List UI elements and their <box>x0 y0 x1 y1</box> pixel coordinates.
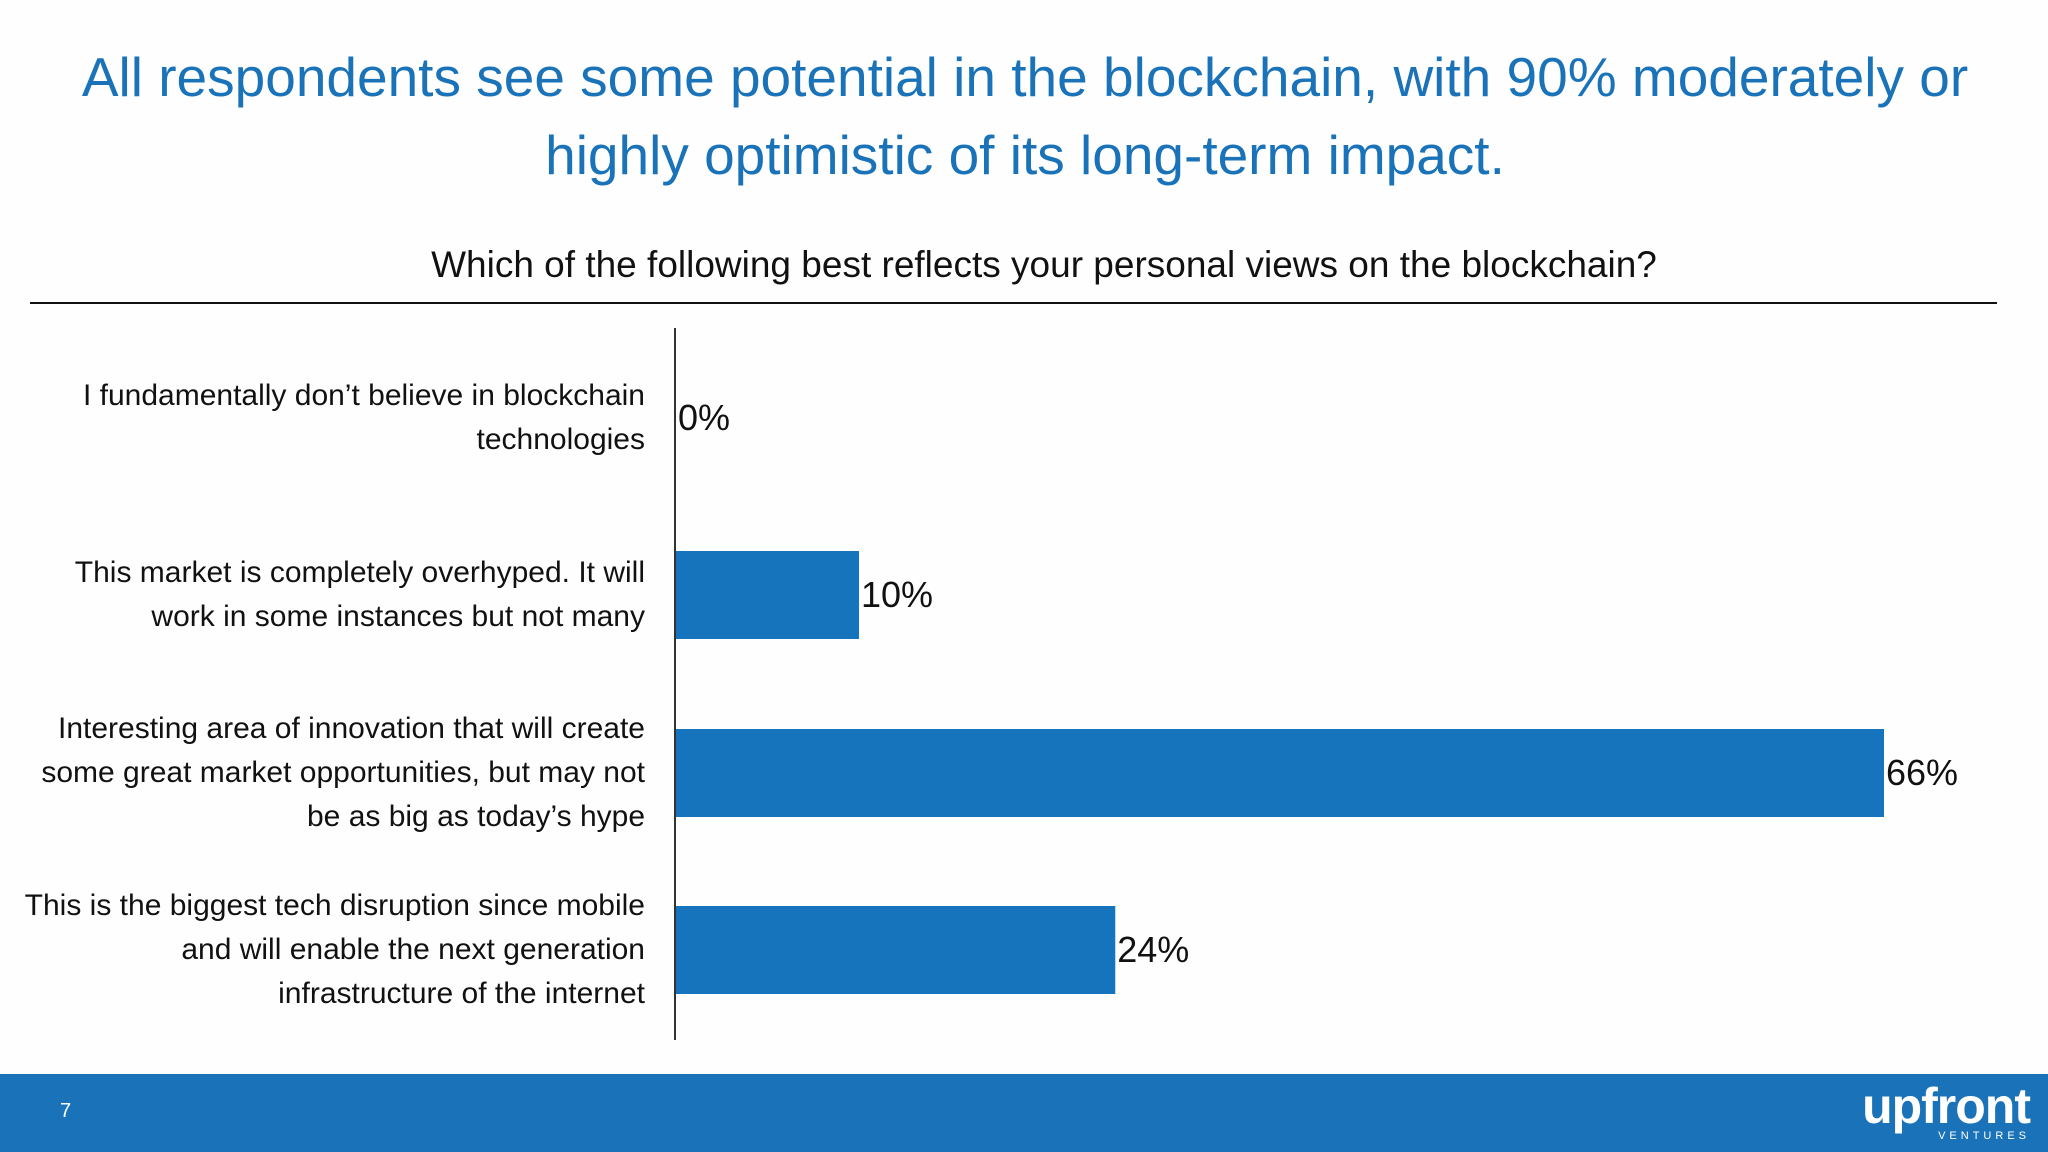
value-label-4: 24% <box>1117 929 1190 970</box>
footer-bar: 7 upfront VENTURES <box>0 1074 2048 1152</box>
value-label-1: 0% <box>678 397 731 438</box>
chart-question: Which of the following best reflects you… <box>431 244 1657 285</box>
category-label-1: I fundamentally don’t believe in blockch… <box>82 379 645 456</box>
bar-3 <box>676 729 1884 817</box>
category-label-2: This market is completely overhyped. It … <box>74 556 645 633</box>
bar-4 <box>676 906 1116 994</box>
logo-subtext: VENTURES <box>1938 1130 2030 1142</box>
upfront-logo: upfront VENTURES <box>1862 1078 2031 1142</box>
value-label-2: 10% <box>861 574 934 615</box>
title-divider <box>30 302 1997 304</box>
category-label-3: Interesting area of innovation that will… <box>41 712 645 833</box>
value-label-3: 66% <box>1886 752 1959 793</box>
bar-2 <box>676 551 860 639</box>
logo-wordmark: upfront <box>1862 1078 2031 1134</box>
slide-title: All respondents see some potential in th… <box>81 46 1969 186</box>
page-number: 7 <box>60 1100 72 1122</box>
category-label-4: This is the biggest tech disruption sinc… <box>24 889 645 1010</box>
